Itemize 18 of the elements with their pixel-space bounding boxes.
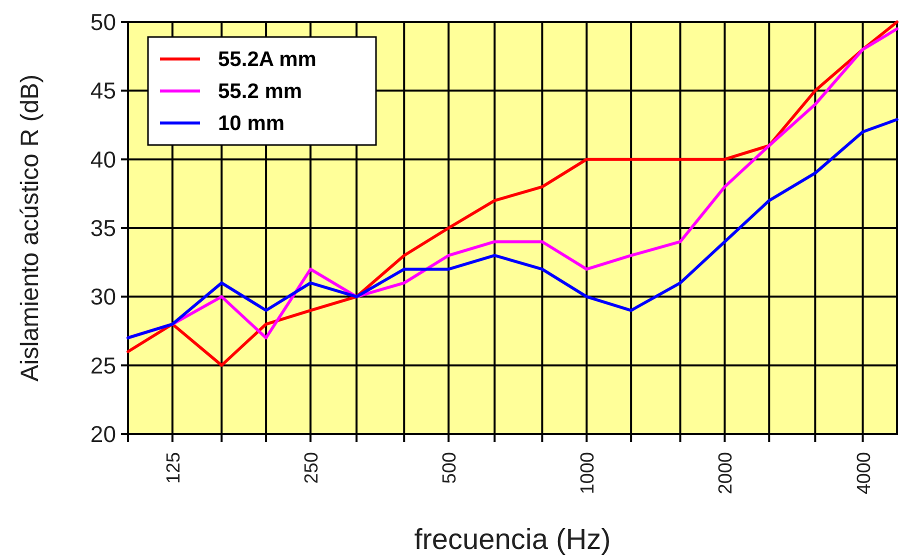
x-tick-label: 1000 (578, 452, 599, 494)
legend-label: 55.2A mm (218, 48, 316, 71)
y-tick-label: 40 (90, 146, 116, 172)
y-tick-label: 45 (90, 78, 116, 104)
y-tick-label: 25 (90, 352, 116, 378)
y-tick-label: 35 (90, 215, 116, 241)
y-axis-title: Aislamiento acústico R (dB) (16, 74, 44, 382)
y-tick-label: 20 (90, 421, 116, 447)
x-tick-label: 250 (302, 452, 323, 484)
y-tick-label: 50 (90, 9, 116, 35)
x-tick-label: 4000 (854, 452, 875, 494)
legend-label: 10 mm (218, 112, 285, 135)
x-tick-label: 2000 (716, 452, 737, 494)
x-axis-title: frecuencia (Hz) (414, 524, 611, 556)
x-tick-label: 125 (163, 452, 184, 484)
y-tick-label: 30 (90, 284, 116, 310)
legend-label: 55.2 mm (218, 80, 302, 103)
x-tick-label: 500 (440, 452, 461, 484)
